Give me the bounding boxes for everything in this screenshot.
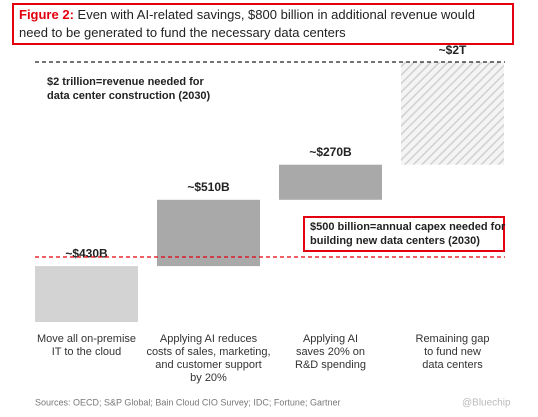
category-label: Move all on-premise xyxy=(37,333,136,345)
title-box: Figure 2: Even with AI-related savings, … xyxy=(12,3,514,45)
bar xyxy=(35,266,138,322)
annotation-text: $2 trillion=revenue needed for xyxy=(47,76,205,88)
category-label: saves 20% on xyxy=(296,346,365,358)
annotation-text: data center construction (2030) xyxy=(47,90,211,102)
annotation-box xyxy=(303,216,505,252)
category-label: R&D spending xyxy=(295,359,366,371)
category-label: Applying AI xyxy=(303,333,358,345)
gap-bar xyxy=(401,62,504,165)
source: Sources: OECD; S&P Global; Bain Cloud CI… xyxy=(35,397,340,407)
category-label: data centers xyxy=(422,359,483,371)
chart-title: Even with AI-related savings, $800 billi… xyxy=(19,7,476,40)
watermark: @Bluechip xyxy=(462,398,511,409)
category-label: Applying AI reduces xyxy=(160,333,258,345)
annotation-text: $500 billion=annual capex needed for xyxy=(310,221,506,233)
bar xyxy=(279,164,382,200)
value-label: ~$270B xyxy=(309,145,352,159)
figure-label: Figure 2: xyxy=(19,7,74,22)
total-label: ~$2T xyxy=(439,43,467,57)
category-label: and customer support xyxy=(155,359,261,371)
category-label: Remaining gap xyxy=(416,333,490,345)
annotation-text: building new data centers (2030) xyxy=(310,235,480,247)
value-label: ~$430B xyxy=(65,246,108,260)
value-label: ~$510B xyxy=(187,180,230,194)
category-label: IT to the cloud xyxy=(52,346,122,358)
category-label: by 20% xyxy=(190,372,227,384)
category-label: to fund new xyxy=(424,346,481,358)
category-label: costs of sales, marketing, xyxy=(146,346,270,358)
bar xyxy=(157,199,260,267)
